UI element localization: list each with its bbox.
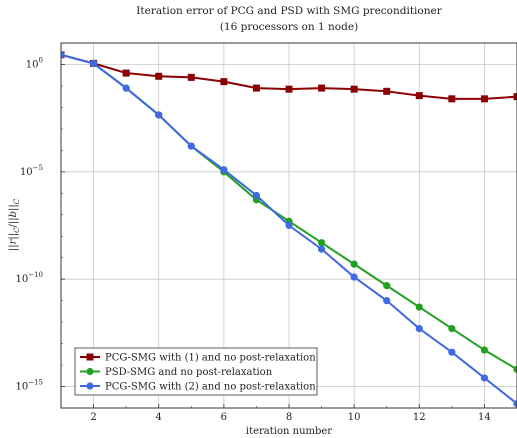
data-point bbox=[513, 93, 517, 101]
data-point bbox=[61, 51, 65, 59]
legend-label: PSD-SMG and no post-relaxation bbox=[105, 367, 273, 378]
y-axis-label-part: || bbox=[8, 204, 19, 211]
data-point bbox=[220, 166, 228, 174]
x-tick-label: 12 bbox=[413, 412, 426, 423]
x-tick-label: 10 bbox=[348, 412, 361, 423]
data-point bbox=[480, 374, 489, 382]
y-tick-label: 10−15 bbox=[15, 379, 43, 393]
y-axis-label-part: r bbox=[8, 238, 19, 244]
x-tick-label: 6 bbox=[221, 412, 227, 423]
data-point bbox=[448, 95, 456, 103]
legend-label: PCG-SMG with (2) and no post-relaxation bbox=[105, 382, 316, 393]
data-point bbox=[220, 78, 228, 86]
y-tick-label: 10−10 bbox=[15, 271, 43, 285]
y-axis-label-part: b bbox=[8, 211, 19, 217]
x-tick-label: 8 bbox=[286, 412, 292, 423]
y-axis-label: ||r||C/||b||C bbox=[8, 198, 21, 251]
data-point bbox=[448, 324, 456, 333]
y-axis-label-part: C bbox=[13, 227, 21, 233]
data-point bbox=[317, 239, 326, 247]
data-point bbox=[252, 191, 261, 200]
data-point bbox=[415, 92, 423, 100]
data-point bbox=[448, 348, 456, 356]
data-point bbox=[383, 297, 391, 305]
data-point bbox=[480, 346, 489, 354]
data-point bbox=[187, 142, 195, 150]
data-point bbox=[480, 95, 488, 103]
chart-subtitle: (16 processors on 1 node) bbox=[220, 21, 358, 33]
data-point bbox=[187, 73, 195, 81]
data-point bbox=[252, 84, 260, 92]
data-point bbox=[350, 273, 358, 281]
legend-label: PCG-SMG with (1) and no post-relaxation bbox=[105, 353, 316, 364]
y-tick-label: 10−5 bbox=[20, 164, 43, 178]
data-point bbox=[317, 245, 326, 253]
legend-marker bbox=[86, 367, 94, 376]
data-point bbox=[155, 72, 163, 80]
data-point bbox=[383, 282, 391, 290]
y-axis-label-part: C bbox=[13, 198, 21, 204]
data-point bbox=[122, 69, 130, 77]
y-axis-label-part: || bbox=[8, 233, 19, 240]
series-1 bbox=[61, 51, 517, 103]
y-axis-label-part: || bbox=[8, 244, 19, 251]
data-point bbox=[415, 303, 423, 311]
x-tick-label: 4 bbox=[156, 412, 162, 423]
legend-marker bbox=[86, 382, 94, 390]
chart-title: Iteration error of PCG and PSD with SMG … bbox=[136, 5, 442, 17]
y-tick-exponent: −5 bbox=[33, 164, 43, 172]
data-point bbox=[89, 59, 98, 67]
series-3 bbox=[61, 51, 517, 408]
y-tick-exponent: −15 bbox=[28, 379, 43, 387]
data-point bbox=[415, 324, 423, 333]
legend-box bbox=[74, 347, 318, 396]
data-point bbox=[122, 84, 130, 92]
legend: PCG-SMG with (1) and no post-relaxation P… bbox=[74, 347, 318, 396]
data-point bbox=[350, 260, 358, 268]
data-point bbox=[285, 221, 293, 230]
data-point bbox=[155, 111, 163, 119]
data-point bbox=[383, 87, 391, 95]
legend-marker bbox=[86, 353, 94, 361]
y-tick-exponent: 0 bbox=[39, 56, 43, 64]
series-layer bbox=[61, 51, 517, 408]
x-tick-label: 14 bbox=[478, 412, 491, 423]
data-point bbox=[513, 365, 517, 373]
y-axis-label-part: /|| bbox=[8, 217, 19, 227]
x-tick-label: 2 bbox=[90, 412, 96, 423]
series-2 bbox=[61, 51, 517, 373]
x-axis-label: iteration number bbox=[246, 426, 332, 437]
data-point bbox=[513, 400, 517, 408]
y-tick-exponent: −10 bbox=[28, 271, 43, 279]
data-point bbox=[318, 84, 326, 92]
data-point bbox=[285, 85, 293, 93]
data-point bbox=[350, 85, 358, 93]
y-tick-label: 100 bbox=[26, 56, 43, 70]
